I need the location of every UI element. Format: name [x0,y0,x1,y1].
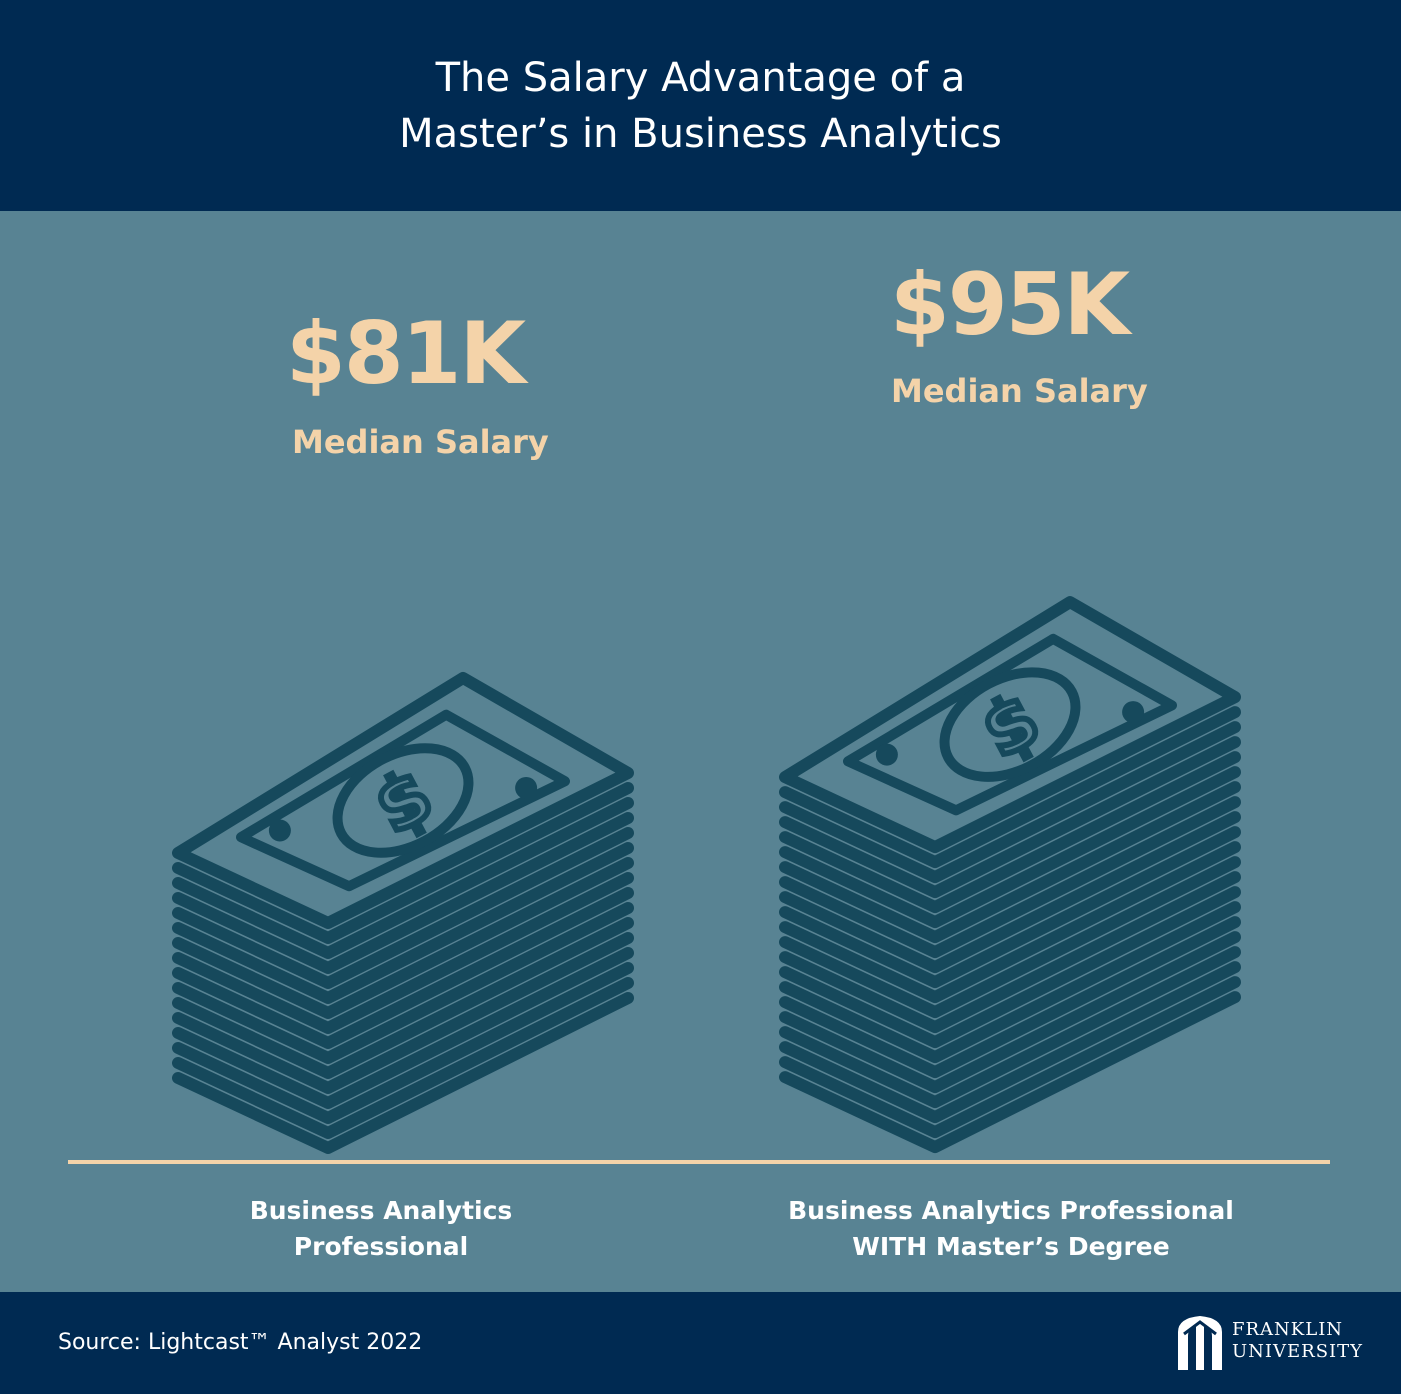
median-salary-label-1: Median Salary [292,423,549,461]
bill-edge [172,901,634,1064]
franklin-university-logo: FRANKLIN UNIVERSITY [1176,1314,1366,1374]
bill-edge [172,826,634,989]
bill-edge [172,976,634,1139]
bill-edge [172,856,634,1019]
bill-edge [779,796,1241,959]
category-label-2-line-2: WITH Master’s Degree [852,1232,1170,1261]
bill-medallion [332,743,474,858]
bill-edge [779,916,1241,1079]
source-note: Source: Lightcast™ Analyst 2022 [58,1330,423,1355]
bill-edge [172,886,634,1049]
bill-inner-frame [843,633,1177,816]
category-label-2: Business Analytics Professional WITH Mas… [761,1193,1261,1265]
logo-text-line-1: FRANKLIN [1232,1319,1344,1340]
bar-2-layers: $ [779,596,1241,1154]
bill-edge [779,811,1241,974]
title-line-2: Master’s in Business Analytics [399,110,1002,157]
median-salary-label-2: Median Salary [891,372,1148,410]
bill-edge [779,721,1241,884]
bill-edge [779,976,1241,1139]
bill-edge [172,841,634,1004]
footer-bar: Source: Lightcast™ Analyst 2022 FRANKLIN… [0,1292,1401,1394]
bar-1-layers: $ [172,671,634,1154]
bill-edge [779,931,1241,1094]
bill-dot [1122,701,1145,724]
bill-edge [779,961,1241,1124]
bill-edge [172,991,634,1154]
category-label-1: Business Analytics Professional [181,1193,581,1265]
bill-edge [779,751,1241,914]
franklin-arch-icon [1178,1316,1222,1370]
bar-1: $ [172,671,634,1154]
bill-edge [172,796,634,959]
bill-dot [268,819,291,842]
bill-edge [172,811,634,974]
bill-inner-frame [236,709,570,892]
bill-dot [875,743,898,766]
bill-edge [779,766,1241,929]
category-label-1-line-1: Business Analytics [249,1196,513,1225]
value-label-1: $81K [286,304,526,404]
logo-text: FRANKLIN UNIVERSITY [1232,1319,1363,1363]
page-title: The Salary Advantage of a Master’s in Bu… [399,50,1002,162]
logo-text-line-2: UNIVERSITY [1232,1341,1364,1362]
bill-edge [779,856,1241,1019]
category-label-2-line-1: Business Analytics Professional [788,1196,1234,1225]
bill-edge [779,946,1241,1109]
bill-edge [172,781,634,944]
bar-2: $ [779,596,1241,1154]
bill-medallion [939,667,1081,782]
bill-edge [172,871,634,1034]
bill-edge [172,961,634,1124]
bill-edge [172,916,634,1079]
category-label-1-line-2: Professional [293,1232,469,1261]
bill-edge [779,736,1241,899]
value-label-2: $95K [890,255,1130,355]
bill-edge [779,886,1241,1049]
bill-edge [779,706,1241,869]
bill-stack-chart: $$ [68,596,1330,1164]
bill-edge [779,781,1241,944]
bill-edge [779,901,1241,1064]
bill-edge [779,841,1241,1004]
bill-edge [779,871,1241,1034]
bill-edge [172,946,634,1109]
title-line-1: The Salary Advantage of a [435,54,966,101]
bill-edge [779,991,1241,1154]
header-banner: The Salary Advantage of a Master’s in Bu… [0,0,1401,211]
bill-edge [172,931,634,1094]
bill-dot [515,776,538,799]
bill-edge [779,826,1241,989]
